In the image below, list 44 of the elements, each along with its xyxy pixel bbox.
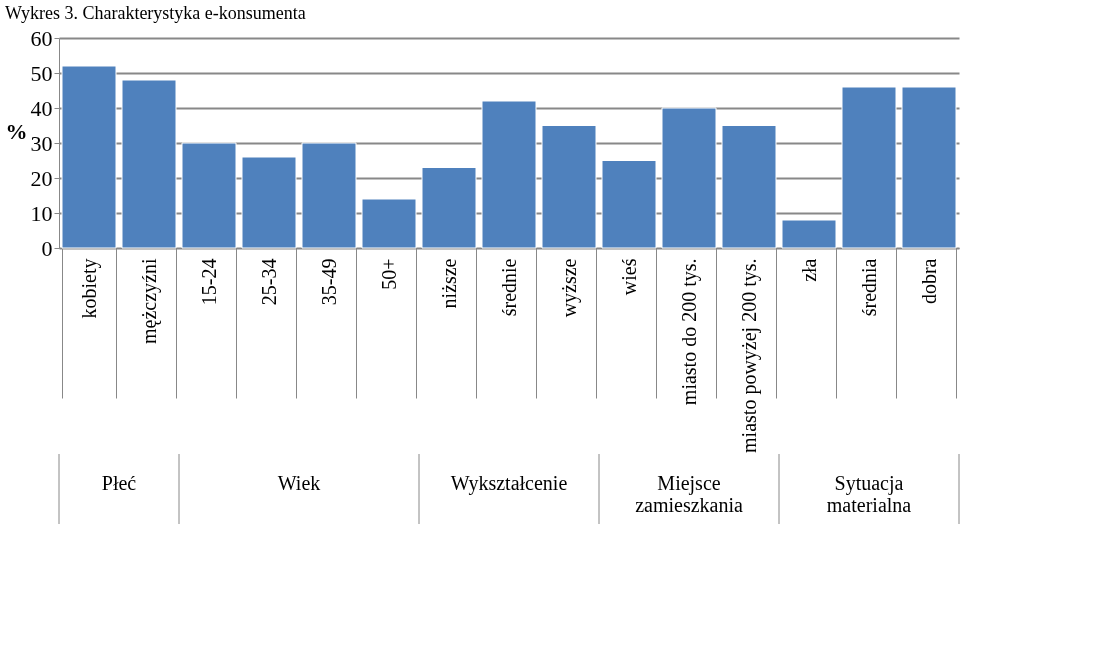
y-tick-label: 60: [30, 25, 53, 51]
chart-title: Wykres 3. Charakterystyka e-konsumenta: [5, 3, 306, 23]
bar: [181, 142, 237, 249]
bar: [241, 156, 297, 249]
y-tick-label: 0: [41, 235, 53, 261]
text: Sytuacja materialna: [826, 472, 912, 516]
x-tick-label: średnia: [857, 258, 880, 317]
bar: [421, 167, 477, 249]
text: Wykształcenie: [450, 472, 568, 495]
x-tick-label: miasto powyżej 200 tys.: [737, 258, 761, 453]
x-tick-label: średnie: [497, 258, 520, 317]
bar: [481, 100, 537, 249]
x-tick-label: 50+: [377, 258, 400, 290]
bar: [361, 198, 417, 249]
bar: [721, 125, 777, 249]
x-tick-label: wyższe: [557, 258, 581, 318]
bar: [121, 79, 177, 249]
bar: [661, 107, 717, 249]
x-tick-label: wieś: [617, 258, 640, 296]
y-tick-label: 40: [30, 95, 53, 121]
x-tick-label: dobra: [917, 258, 940, 305]
bar: [841, 86, 897, 249]
bar: [301, 142, 357, 249]
y-tick-label: 30: [30, 130, 53, 156]
x-tick-label: 15-24: [197, 258, 220, 306]
y-tick-label: 50: [30, 60, 53, 86]
bar: [601, 160, 657, 249]
bar: [781, 219, 837, 249]
text: Miejsce zamieszkania: [635, 472, 743, 516]
bar: [61, 65, 117, 249]
x-tick-label: 35-49: [317, 258, 340, 306]
y-axis-title: %: [5, 118, 28, 144]
x-tick-label: kobiety: [77, 258, 101, 319]
y-tick-label: 10: [30, 200, 53, 226]
x-tick-label: niższe: [437, 258, 460, 309]
x-tick-label: mężczyźni: [137, 258, 161, 344]
x-tick-label: miasto do 200 tys.: [677, 258, 701, 406]
text: Płeć: [101, 472, 137, 494]
bar: [541, 125, 597, 249]
bar: [901, 86, 957, 249]
x-tick-label: zła: [797, 258, 820, 282]
x-tick-label: 25-34: [257, 258, 280, 306]
y-tick-label: 20: [30, 165, 53, 191]
text: Wiek: [277, 472, 321, 494]
